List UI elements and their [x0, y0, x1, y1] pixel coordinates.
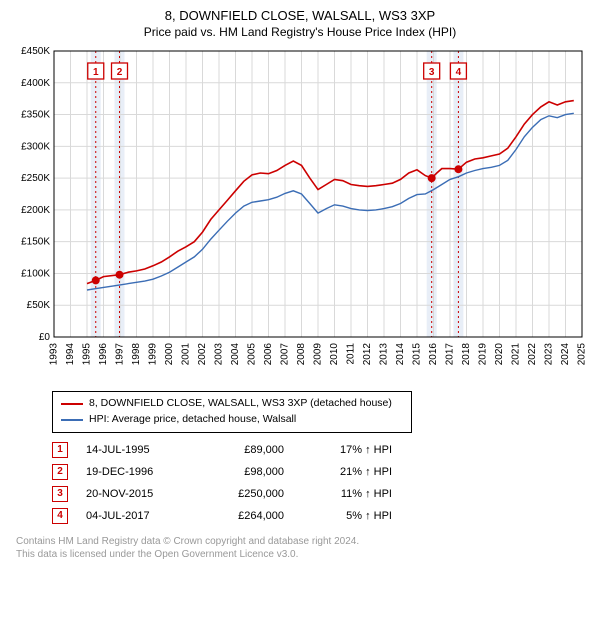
svg-text:2021: 2021 — [511, 343, 522, 366]
transaction-price: £264,000 — [204, 510, 284, 522]
svg-text:2007: 2007 — [280, 343, 291, 366]
svg-text:2008: 2008 — [296, 343, 307, 366]
transaction-date: 20-NOV-2015 — [86, 488, 186, 500]
svg-text:2005: 2005 — [247, 343, 258, 366]
table-row: 2 19-DEC-1996 £98,000 21% ↑ HPI — [52, 461, 592, 483]
transaction-marker: 3 — [52, 486, 68, 502]
svg-text:£0: £0 — [39, 332, 51, 343]
svg-text:1998: 1998 — [131, 343, 142, 366]
legend-item: 8, DOWNFIELD CLOSE, WALSALL, WS3 3XP (de… — [61, 396, 403, 412]
svg-text:2010: 2010 — [329, 343, 340, 366]
svg-text:£100K: £100K — [21, 268, 50, 279]
footer-line-1: Contains HM Land Registry data © Crown c… — [16, 535, 592, 549]
transaction-marker: 2 — [52, 464, 68, 480]
legend-swatch — [61, 403, 83, 405]
table-row: 1 14-JUL-1995 £89,000 17% ↑ HPI — [52, 439, 592, 461]
footer-attribution: Contains HM Land Registry data © Crown c… — [16, 535, 592, 562]
svg-text:2001: 2001 — [181, 343, 192, 366]
svg-text:£150K: £150K — [21, 237, 50, 248]
svg-text:2006: 2006 — [263, 343, 274, 366]
legend-item: HPI: Average price, detached house, Wals… — [61, 412, 403, 428]
svg-text:£250K: £250K — [21, 173, 50, 184]
svg-text:2020: 2020 — [494, 343, 505, 366]
transactions-table: 1 14-JUL-1995 £89,000 17% ↑ HPI 2 19-DEC-1996… — [52, 439, 592, 527]
transaction-pct: 5% ↑ HPI — [302, 510, 392, 522]
transaction-marker: 4 — [52, 508, 68, 524]
svg-text:2025: 2025 — [577, 343, 588, 366]
svg-text:2016: 2016 — [428, 343, 439, 366]
transaction-date: 19-DEC-1996 — [86, 466, 186, 478]
svg-text:1995: 1995 — [82, 343, 93, 366]
transaction-marker: 1 — [52, 442, 68, 458]
transaction-date: 14-JUL-1995 — [86, 444, 186, 456]
svg-text:1996: 1996 — [98, 343, 109, 366]
svg-text:2015: 2015 — [412, 343, 423, 366]
svg-text:1994: 1994 — [65, 343, 76, 366]
svg-text:2018: 2018 — [461, 343, 472, 366]
legend-label: 8, DOWNFIELD CLOSE, WALSALL, WS3 3XP (de… — [89, 396, 392, 412]
svg-text:£300K: £300K — [21, 141, 50, 152]
legend-label: HPI: Average price, detached house, Wals… — [89, 412, 296, 428]
chart-svg: £0 £50K £100K £150K £200K £250K £300K £350K £400… — [8, 45, 592, 385]
svg-text:£50K: £50K — [27, 300, 51, 311]
footer-line-2: This data is licensed under the Open Gov… — [16, 548, 592, 562]
svg-text:£450K: £450K — [21, 46, 50, 57]
page-title: 8, DOWNFIELD CLOSE, WALSALL, WS3 3XP — [8, 8, 592, 23]
legend-swatch — [61, 419, 83, 421]
svg-text:£200K: £200K — [21, 205, 50, 216]
svg-text:2009: 2009 — [313, 343, 324, 366]
svg-text:£350K: £350K — [21, 110, 50, 121]
transaction-pct: 11% ↑ HPI — [302, 488, 392, 500]
svg-text:2012: 2012 — [362, 343, 373, 366]
legend: 8, DOWNFIELD CLOSE, WALSALL, WS3 3XP (de… — [52, 391, 412, 433]
transaction-price: £89,000 — [204, 444, 284, 456]
svg-text:2013: 2013 — [379, 343, 390, 366]
svg-text:2014: 2014 — [395, 343, 406, 366]
svg-text:2023: 2023 — [544, 343, 555, 366]
svg-text:1997: 1997 — [115, 343, 126, 366]
svg-text:2022: 2022 — [527, 343, 538, 366]
svg-text:2003: 2003 — [214, 343, 225, 366]
table-row: 3 20-NOV-2015 £250,000 11% ↑ HPI — [52, 483, 592, 505]
price-chart: £0 £50K £100K £150K £200K £250K £300K £350K £400… — [8, 45, 592, 385]
svg-text:2024: 2024 — [560, 343, 571, 366]
svg-text:2011: 2011 — [346, 343, 357, 365]
svg-text:2019: 2019 — [478, 343, 489, 366]
svg-text:1993: 1993 — [49, 343, 60, 366]
svg-text:4: 4 — [456, 67, 462, 78]
transaction-price: £98,000 — [204, 466, 284, 478]
svg-text:2000: 2000 — [164, 343, 175, 366]
transaction-pct: 17% ↑ HPI — [302, 444, 392, 456]
svg-text:2: 2 — [117, 67, 123, 78]
svg-text:2002: 2002 — [197, 343, 208, 366]
svg-text:1: 1 — [93, 67, 99, 78]
svg-text:2004: 2004 — [230, 343, 241, 366]
transaction-pct: 21% ↑ HPI — [302, 466, 392, 478]
transaction-date: 04-JUL-2017 — [86, 510, 186, 522]
svg-text:2017: 2017 — [445, 343, 456, 366]
transaction-price: £250,000 — [204, 488, 284, 500]
svg-text:£400K: £400K — [21, 78, 50, 89]
svg-text:3: 3 — [429, 67, 435, 78]
table-row: 4 04-JUL-2017 £264,000 5% ↑ HPI — [52, 505, 592, 527]
page-subtitle: Price paid vs. HM Land Registry's House … — [8, 25, 592, 39]
svg-text:1999: 1999 — [148, 343, 159, 366]
